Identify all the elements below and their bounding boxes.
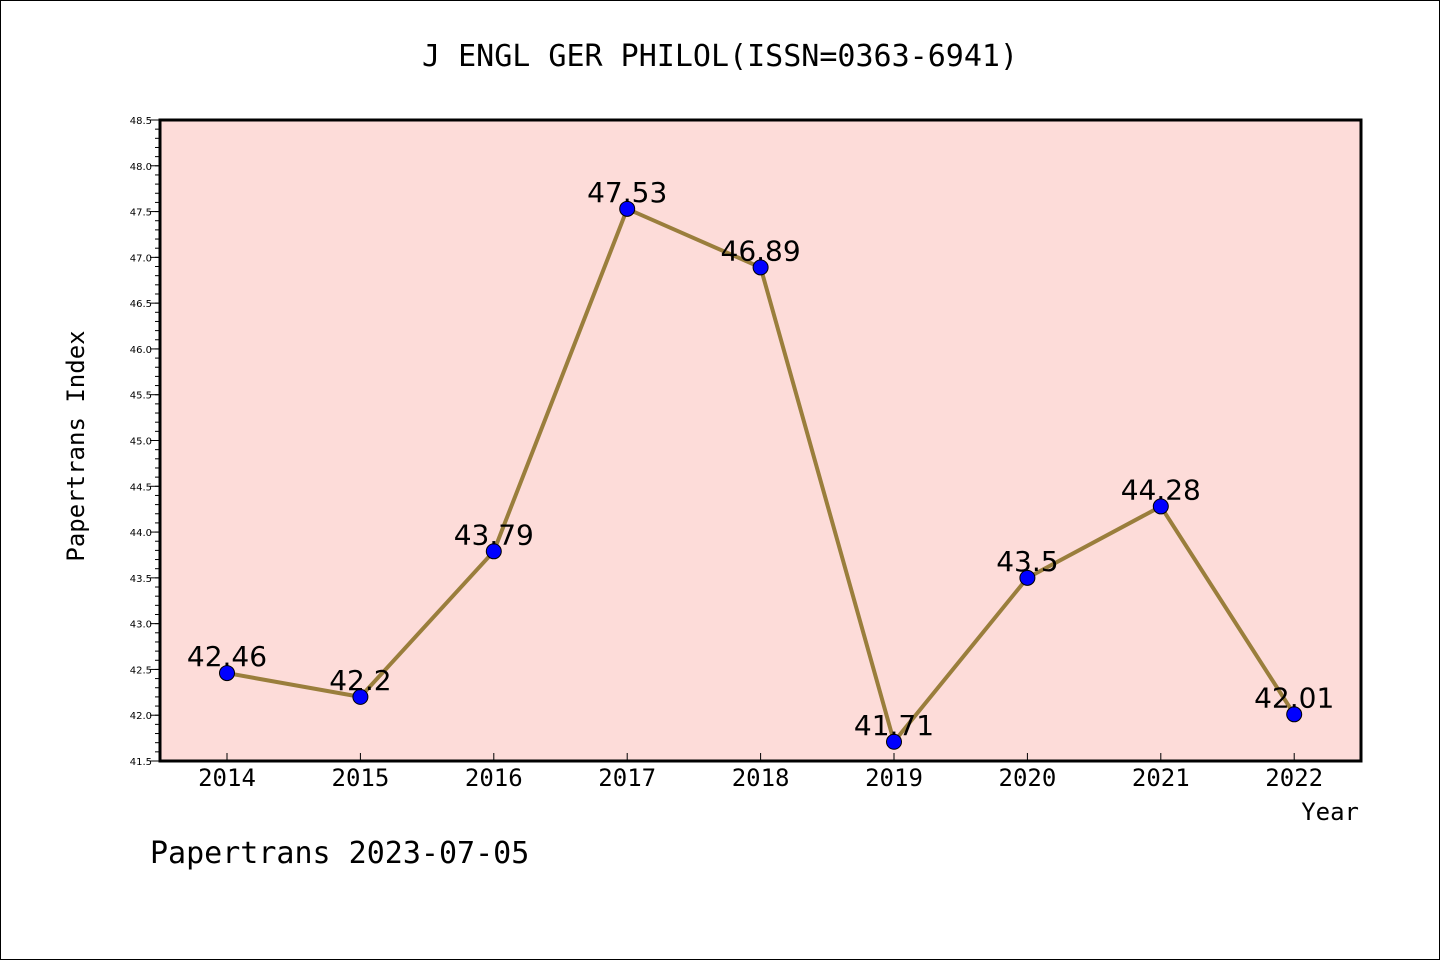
y-tick-label: 46.5 — [130, 299, 152, 310]
data-point — [752, 259, 769, 276]
x-tick-label: 2021 — [1132, 764, 1190, 792]
y-axis-label: Papertrans Index — [62, 330, 90, 561]
x-axis: 2014 2015 2016 2017 2018 2019 2020 2021 2022 — [198, 753, 1323, 792]
data-point — [1152, 498, 1169, 515]
data-label: 43.79 — [454, 518, 534, 551]
data-label: 42.46 — [187, 640, 267, 673]
y-tick-label: 44.5 — [130, 482, 152, 493]
footer-text: Papertrans 2023-07-05 — [150, 836, 529, 871]
x-tick-label: 2020 — [999, 764, 1057, 792]
plot-border — [158, 118, 1363, 763]
data-point — [619, 200, 636, 217]
data-label: 41.71 — [854, 709, 934, 742]
data-label: 44.28 — [1121, 473, 1201, 506]
data-label: 43.5 — [996, 545, 1058, 578]
y-tick-label: 43.5 — [130, 574, 152, 585]
x-tick-label: 2017 — [598, 764, 656, 792]
data-point — [219, 665, 235, 682]
x-tick-label: 2015 — [332, 764, 390, 792]
data-label: 47.53 — [587, 176, 667, 209]
data-point — [1286, 706, 1303, 723]
y-tick-label: 48.5 — [130, 116, 152, 127]
y-tick-label: 43.0 — [130, 620, 152, 631]
y-tick-label: 47.0 — [130, 253, 152, 264]
y-tick-label: 44.0 — [130, 528, 152, 539]
data-point — [1019, 569, 1036, 586]
data-labels: 42.46 42.2 43.79 47.53 46.89 41.71 43.5 44.28 42… — [187, 176, 1334, 742]
x-tick-label: 2016 — [465, 764, 523, 792]
data-label: 42.2 — [329, 664, 391, 697]
data-label: 42.01 — [1254, 681, 1334, 714]
x-tick-label: 2018 — [732, 764, 790, 792]
x-tick-label: 2019 — [865, 764, 923, 792]
series-line — [219, 200, 1303, 750]
y-tick-label: 42.5 — [130, 665, 152, 676]
data-point — [352, 688, 369, 705]
x-axis-label: Year — [1301, 798, 1359, 826]
chart-title: J ENGL GER PHILOL(ISSN=0363-6941) — [422, 39, 1018, 74]
y-axis: 41.5 42.0 42.5 43.0 43.5 44.0 44.5 45.0 45.5 46.0… — [130, 116, 160, 768]
data-label: 46.89 — [721, 234, 801, 267]
x-tick-label: 2022 — [1265, 764, 1323, 792]
y-tick-label: 46.0 — [130, 345, 152, 356]
y-tick-label: 41.5 — [130, 757, 152, 768]
y-tick-label: 45.5 — [130, 391, 152, 402]
y-tick-label: 48.0 — [130, 162, 152, 173]
data-point — [886, 733, 902, 750]
y-tick-label: 47.5 — [130, 208, 152, 219]
y-tick-label: 45.0 — [130, 437, 152, 448]
plot-area — [160, 120, 1361, 761]
data-point — [485, 543, 502, 560]
x-tick-label: 2014 — [198, 764, 256, 792]
y-tick-label: 42.0 — [130, 711, 152, 722]
